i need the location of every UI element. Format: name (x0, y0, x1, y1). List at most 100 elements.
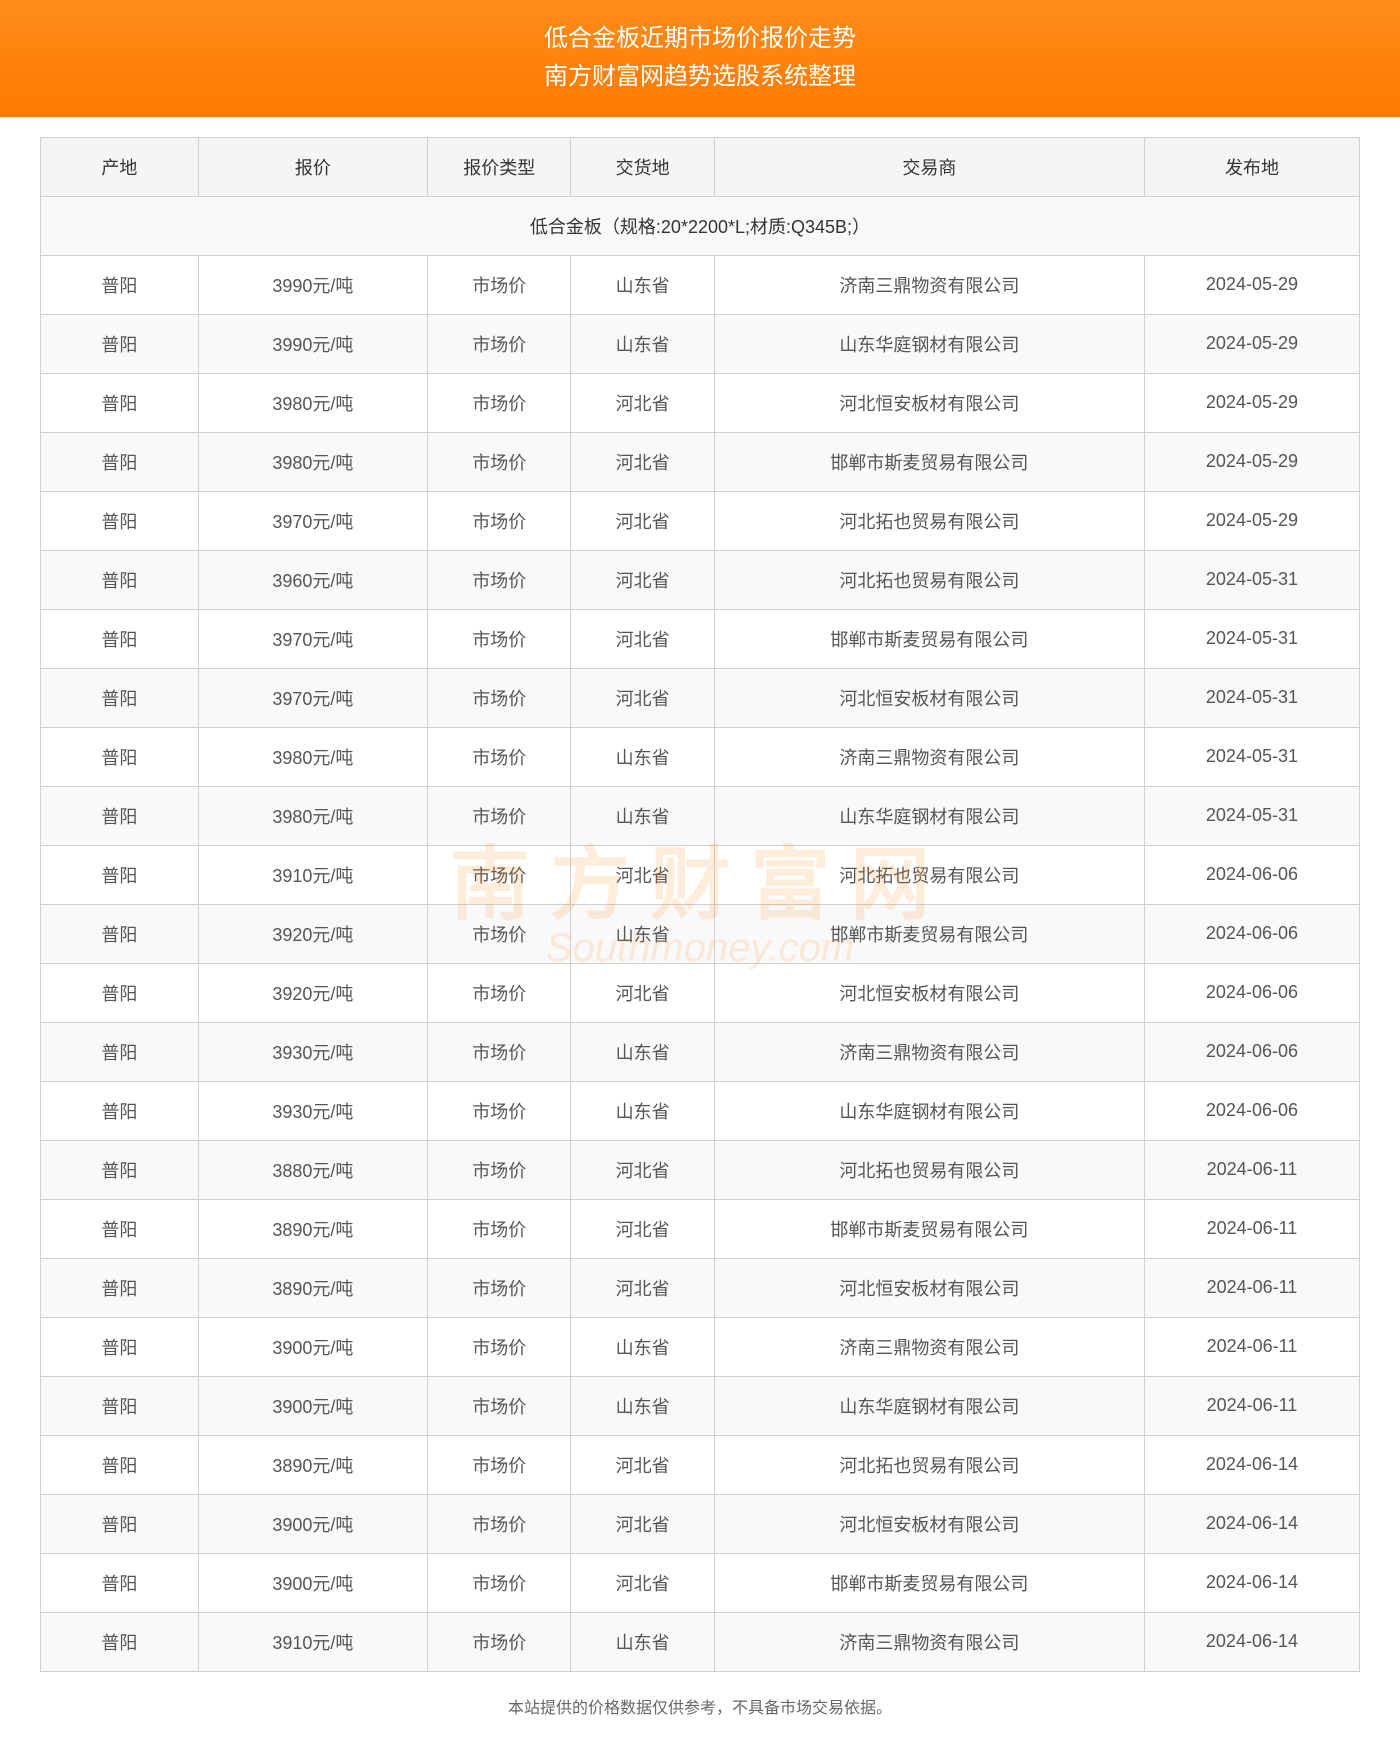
page-container: 低合金板近期市场价报价走势 南方财富网趋势选股系统整理 南方财富网 Southm… (0, 0, 1400, 1738)
table-cell: 3900元/吨 (198, 1376, 427, 1435)
table-cell: 山东省 (571, 1022, 714, 1081)
table-cell: 2024-06-06 (1144, 904, 1359, 963)
table-cell: 普阳 (41, 1435, 199, 1494)
table-row: 普阳3980元/吨市场价山东省济南三鼎物资有限公司2024-05-31 (41, 727, 1360, 786)
table-cell: 3960元/吨 (198, 550, 427, 609)
table-row: 普阳3880元/吨市场价河北省河北拓也贸易有限公司2024-06-11 (41, 1140, 1360, 1199)
table-cell: 2024-05-29 (1144, 491, 1359, 550)
table-row: 普阳3980元/吨市场价河北省河北恒安板材有限公司2024-05-29 (41, 373, 1360, 432)
table-cell: 河北省 (571, 845, 714, 904)
table-cell: 山东省 (571, 1081, 714, 1140)
table-cell: 山东华庭钢材有限公司 (714, 314, 1144, 373)
table-row: 普阳3890元/吨市场价河北省邯郸市斯麦贸易有限公司2024-06-11 (41, 1199, 1360, 1258)
table-cell: 2024-05-31 (1144, 668, 1359, 727)
table-cell: 山东省 (571, 786, 714, 845)
table-cell: 市场价 (428, 1081, 571, 1140)
table-cell: 普阳 (41, 432, 199, 491)
spec-row: 低合金板（规格:20*2200*L;材质:Q345B;） (41, 196, 1360, 255)
col-header-date: 发布地 (1144, 137, 1359, 196)
table-cell: 2024-05-31 (1144, 609, 1359, 668)
table-cell: 3930元/吨 (198, 1081, 427, 1140)
table-cell: 山东省 (571, 1376, 714, 1435)
table-cell: 河北拓也贸易有限公司 (714, 491, 1144, 550)
table-cell: 2024-05-31 (1144, 727, 1359, 786)
table-header-row: 产地 报价 报价类型 交货地 交易商 发布地 (41, 137, 1360, 196)
price-table: 产地 报价 报价类型 交货地 交易商 发布地 低合金板（规格:20*2200*L… (40, 137, 1360, 1672)
table-cell: 2024-06-06 (1144, 845, 1359, 904)
table-cell: 河北恒安板材有限公司 (714, 1258, 1144, 1317)
table-cell: 邯郸市斯麦贸易有限公司 (714, 609, 1144, 668)
table-cell: 2024-06-14 (1144, 1553, 1359, 1612)
table-cell: 河北拓也贸易有限公司 (714, 845, 1144, 904)
table-cell: 济南三鼎物资有限公司 (714, 727, 1144, 786)
table-cell: 3980元/吨 (198, 432, 427, 491)
table-cell: 市场价 (428, 1140, 571, 1199)
table-cell: 邯郸市斯麦贸易有限公司 (714, 904, 1144, 963)
table-cell: 3900元/吨 (198, 1553, 427, 1612)
table-cell: 普阳 (41, 550, 199, 609)
table-row: 普阳3900元/吨市场价山东省济南三鼎物资有限公司2024-06-11 (41, 1317, 1360, 1376)
table-row: 普阳3900元/吨市场价河北省邯郸市斯麦贸易有限公司2024-06-14 (41, 1553, 1360, 1612)
table-cell: 2024-06-11 (1144, 1140, 1359, 1199)
col-header-delivery: 交货地 (571, 137, 714, 196)
table-cell: 普阳 (41, 1553, 199, 1612)
table-cell: 济南三鼎物资有限公司 (714, 1612, 1144, 1671)
header-title-line2: 南方财富网趋势选股系统整理 (0, 58, 1400, 96)
table-row: 普阳3920元/吨市场价河北省河北恒安板材有限公司2024-06-06 (41, 963, 1360, 1022)
table-cell: 山东华庭钢材有限公司 (714, 1376, 1144, 1435)
table-cell: 河北省 (571, 491, 714, 550)
table-cell: 河北省 (571, 1435, 714, 1494)
table-cell: 山东华庭钢材有限公司 (714, 786, 1144, 845)
footer: 本站提供的价格数据仅供参考，不具备市场交易依据。 (0, 1682, 1400, 1738)
table-row: 普阳3990元/吨市场价山东省济南三鼎物资有限公司2024-05-29 (41, 255, 1360, 314)
table-cell: 河北恒安板材有限公司 (714, 963, 1144, 1022)
table-cell: 普阳 (41, 314, 199, 373)
table-cell: 2024-06-14 (1144, 1494, 1359, 1553)
table-cell: 市场价 (428, 1612, 571, 1671)
table-body: 低合金板（规格:20*2200*L;材质:Q345B;） 普阳3990元/吨市场… (41, 196, 1360, 1671)
table-row: 普阳3990元/吨市场价山东省山东华庭钢材有限公司2024-05-29 (41, 314, 1360, 373)
table-cell: 市场价 (428, 491, 571, 550)
col-header-trader: 交易商 (714, 137, 1144, 196)
table-cell: 2024-06-14 (1144, 1612, 1359, 1671)
table-cell: 市场价 (428, 1494, 571, 1553)
table-cell: 3980元/吨 (198, 786, 427, 845)
table-row: 普阳3980元/吨市场价河北省邯郸市斯麦贸易有限公司2024-05-29 (41, 432, 1360, 491)
table-cell: 普阳 (41, 845, 199, 904)
table-cell: 邯郸市斯麦贸易有限公司 (714, 1553, 1144, 1612)
table-cell: 3920元/吨 (198, 904, 427, 963)
table-cell: 3910元/吨 (198, 1612, 427, 1671)
table-cell: 2024-06-11 (1144, 1258, 1359, 1317)
table-cell: 普阳 (41, 1612, 199, 1671)
table-cell: 市场价 (428, 1258, 571, 1317)
table-cell: 3980元/吨 (198, 373, 427, 432)
table-head: 产地 报价 报价类型 交货地 交易商 发布地 (41, 137, 1360, 196)
table-cell: 2024-06-06 (1144, 1022, 1359, 1081)
footer-disclaimer: 本站提供的价格数据仅供参考，不具备市场交易依据。 (508, 1700, 892, 1717)
table-cell: 市场价 (428, 1317, 571, 1376)
table-cell: 3970元/吨 (198, 668, 427, 727)
table-cell: 市场价 (428, 550, 571, 609)
table-row: 普阳3930元/吨市场价山东省济南三鼎物资有限公司2024-06-06 (41, 1022, 1360, 1081)
table-cell: 3890元/吨 (198, 1258, 427, 1317)
page-header: 低合金板近期市场价报价走势 南方财富网趋势选股系统整理 (0, 0, 1400, 117)
table-cell: 市场价 (428, 1553, 571, 1612)
table-cell: 3880元/吨 (198, 1140, 427, 1199)
table-cell: 邯郸市斯麦贸易有限公司 (714, 1199, 1144, 1258)
table-row: 普阳3910元/吨市场价河北省河北拓也贸易有限公司2024-06-06 (41, 845, 1360, 904)
table-cell: 3900元/吨 (198, 1317, 427, 1376)
table-cell: 山东省 (571, 904, 714, 963)
table-cell: 市场价 (428, 727, 571, 786)
table-cell: 济南三鼎物资有限公司 (714, 255, 1144, 314)
table-cell: 市场价 (428, 1022, 571, 1081)
table-cell: 山东省 (571, 727, 714, 786)
table-row: 普阳3970元/吨市场价河北省河北拓也贸易有限公司2024-05-29 (41, 491, 1360, 550)
table-cell: 市场价 (428, 668, 571, 727)
table-cell: 2024-05-31 (1144, 550, 1359, 609)
table-cell: 2024-06-06 (1144, 963, 1359, 1022)
table-row: 普阳3900元/吨市场价山东省山东华庭钢材有限公司2024-06-11 (41, 1376, 1360, 1435)
table-cell: 市场价 (428, 432, 571, 491)
table-cell: 普阳 (41, 786, 199, 845)
table-cell: 济南三鼎物资有限公司 (714, 1022, 1144, 1081)
table-cell: 普阳 (41, 491, 199, 550)
